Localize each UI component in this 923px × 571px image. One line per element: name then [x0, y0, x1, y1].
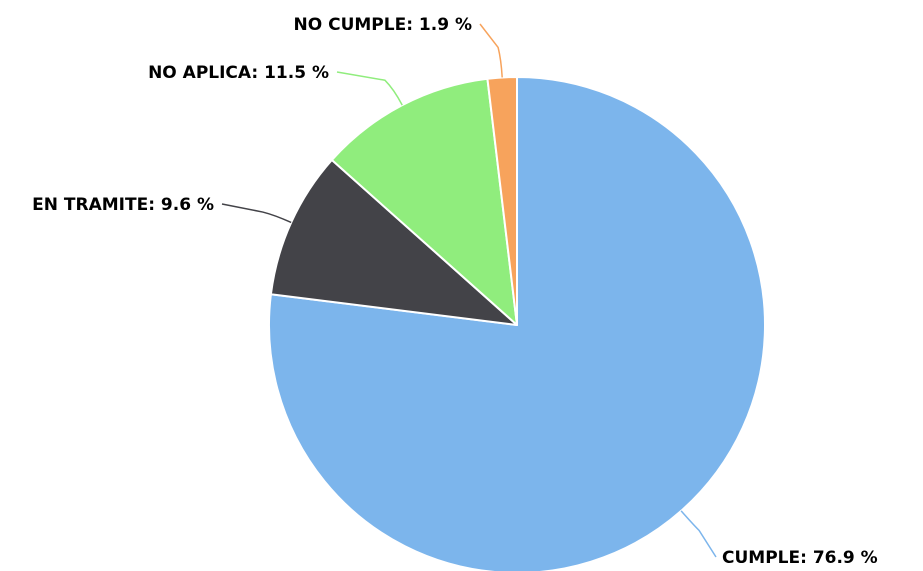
connector-no-cumple — [479, 23, 503, 78]
data-label-en-tramite: EN TRAMITE: 9.6 % — [32, 195, 214, 215]
connector-no-aplica — [336, 71, 403, 106]
pie-connectors — [221, 23, 717, 558]
pie-data-labels: CUMPLE: 76.9 % EN TRAMITE: 9.6 % NO APLI… — [32, 15, 878, 568]
connector-cumple — [680, 510, 717, 558]
data-label-no-aplica: NO APLICA: 11.5 % — [148, 63, 329, 83]
data-label-cumple: CUMPLE: 76.9 % — [722, 548, 878, 568]
pie-slices — [268, 76, 766, 571]
connector-en-tramite — [221, 203, 292, 224]
data-label-no-cumple: NO CUMPLE: 1.9 % — [294, 15, 472, 35]
